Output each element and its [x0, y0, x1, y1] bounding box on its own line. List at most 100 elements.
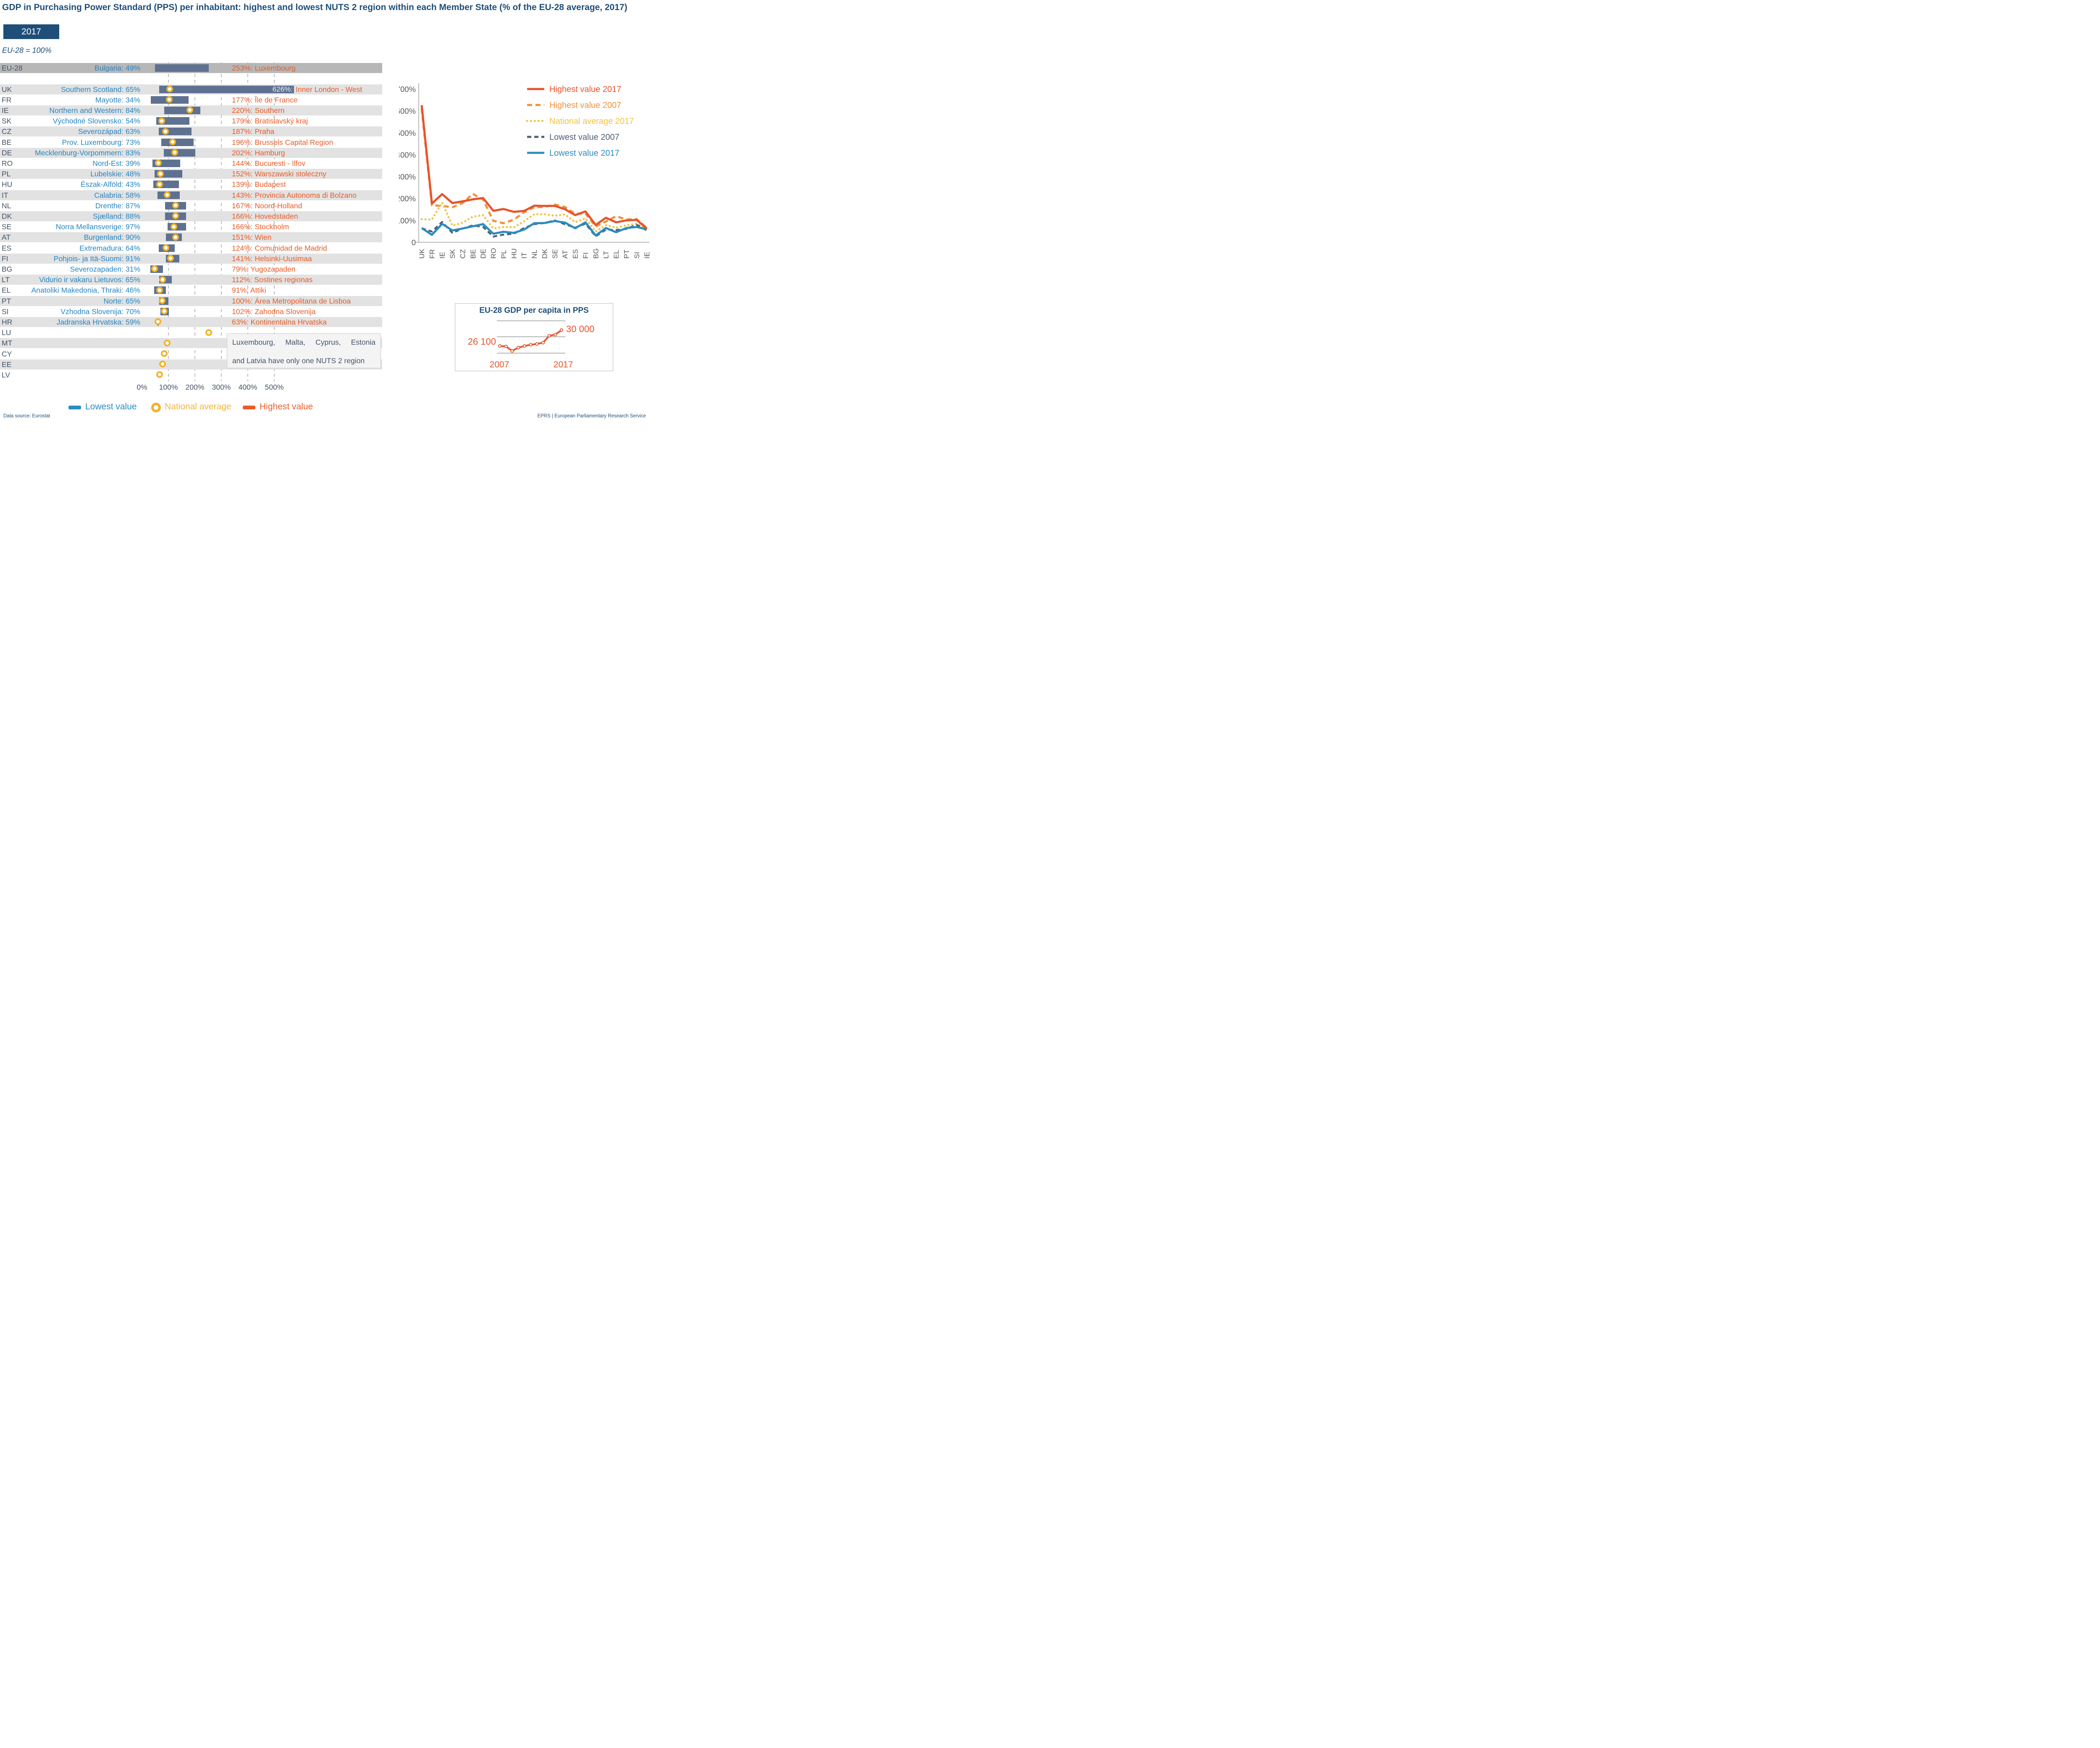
mini-marker-2016: [554, 333, 557, 336]
row-lowest-label: Norte: 65%: [103, 296, 140, 305]
legend-average-donut: [151, 403, 161, 412]
row-highest-label: 100%: Área Metropolitana de Lisboa: [232, 296, 351, 305]
row-lowest-label: Burgenland: 90%: [84, 233, 140, 242]
x-tick-label-PT-20: PT: [622, 249, 630, 259]
eu28-baseline-note: EU-28 = 100%: [2, 46, 52, 55]
line-legend-label-3: Lowest value 2007: [549, 133, 620, 142]
series-highest-value-2017: [420, 105, 648, 230]
row-highest-label: 141%: Helsinki-Uusimaa: [232, 254, 312, 263]
legend-highest-label: Highest value: [260, 402, 313, 411]
row-code-PL: PL: [2, 170, 11, 178]
row-lowest-label: Extremadura: 64%: [79, 244, 140, 252]
row-highest-label: 79%: Yugozapaden: [232, 265, 296, 273]
row-code-MT: MT: [2, 339, 13, 348]
bar-axis-tick-label: 300%: [212, 383, 231, 391]
mini-start-value: 26 100: [468, 336, 496, 347]
row-code-CZ: CZ: [2, 127, 12, 136]
row-lowest-label: Bulgaria: 49%: [94, 64, 140, 72]
row-code-PT: PT: [2, 296, 11, 305]
x-tick-label-IT-10: IT: [520, 252, 528, 259]
row-code-HU: HU: [2, 180, 13, 189]
row-range-bar-BE: [161, 138, 194, 146]
row-lowest-label: Východné Slovensko: 54%: [52, 117, 140, 126]
row-lowest-label: Anatoliki Makedonia, Thraki: 46%: [31, 286, 140, 295]
row-code-LV: LV: [2, 370, 10, 379]
x-tick-label-CZ-4: CZ: [459, 249, 467, 259]
row-highest-label: Inner London - West: [296, 85, 362, 94]
mini-marker-2010: [517, 346, 520, 349]
row-band-IT: [0, 190, 382, 200]
x-tick-label-DE-6: DE: [479, 249, 487, 259]
row-lowest-label: Vzhodna Slovenija: 70%: [60, 307, 140, 316]
row-code-NL: NL: [2, 201, 11, 210]
row-lowest-label: Mecklenburg-Vorpommern: 83%: [35, 148, 140, 157]
row-code-EL: EL: [2, 286, 11, 295]
row-band-PL: [0, 169, 382, 179]
row-lowest-label: Sjælland: 88%: [93, 212, 140, 220]
x-tick-label-DK-12: DK: [541, 249, 549, 259]
x-tick-label-BE-5: BE: [469, 249, 477, 259]
mini-marker-2009: [510, 349, 514, 353]
national-average-dot-NL: [172, 202, 179, 209]
row-lowest-label: Prov. Luxembourg: 73%: [62, 138, 140, 147]
national-average-dot-BG: [151, 265, 158, 273]
row-lowest-label: Mayotte: 34%: [95, 95, 140, 104]
row-code-BE: BE: [2, 138, 12, 147]
y-tick-label: 100%: [399, 216, 416, 225]
note-line2: and Latvia have only one NUTS 2 region: [232, 356, 365, 365]
row-highest-label: 112%: Sostines regionas: [232, 275, 313, 284]
national-average-dot-RO: [155, 160, 162, 167]
mini-marker-2017: [559, 328, 564, 332]
row-code-FI: FI: [2, 254, 8, 263]
y-tick-label: 200%: [399, 194, 416, 203]
bar-axis-tick-label: 200%: [185, 383, 205, 391]
row-highest-label: 166%: Hovedstaden: [232, 212, 298, 220]
mini-start-year: 2007: [490, 360, 509, 370]
row-highest-label: 143%: Provincia Autonoma di Bolzano: [232, 191, 357, 199]
mini-marker-2014: [541, 341, 545, 345]
mini-marker-2011: [522, 344, 526, 348]
row-highest-label: 187%: Praha: [232, 127, 275, 136]
y-tick-label: 500%: [399, 128, 416, 137]
row-code-FR: FR: [2, 95, 12, 104]
national-average-dot-PL: [157, 170, 164, 177]
bar-chart-gridline: [194, 62, 195, 381]
national-average-dot-HU: [156, 181, 163, 188]
y-tick-label: 0: [412, 238, 416, 247]
row-code-SE: SE: [2, 223, 12, 231]
row-band-DK: [0, 211, 382, 221]
row-code-SI: SI: [2, 307, 9, 316]
row-range-bar-EU-28: [155, 64, 209, 72]
x-tick-label-IE-22: IE: [643, 252, 649, 259]
row-highest-label: 151%: Wien: [232, 233, 272, 242]
row-code-BG: BG: [2, 265, 13, 273]
national-average-dot-FR: [166, 96, 173, 103]
x-tick-label-LT-18: LT: [602, 251, 610, 259]
x-tick-label-RO-7: RO: [490, 248, 498, 259]
bar-chart-gridline: [274, 62, 275, 381]
row-lowest-label: Southern Scotland: 65%: [61, 85, 140, 94]
line-legend-label-2: National average 2017: [549, 117, 634, 126]
row-highest-label: 63%: Kontinentalna Hrvatska: [232, 317, 327, 326]
bar-chart-gridline: [221, 62, 222, 381]
row-lowest-label: Drenthe: 87%: [95, 201, 140, 210]
row-highest-label: 91%: Attiki: [232, 286, 266, 295]
bar-axis-tick-label: 100%: [159, 383, 178, 391]
mini-marker-2015: [547, 334, 551, 338]
x-tick-label-EL-19: EL: [612, 250, 620, 259]
x-tick-label-IE-2: IE: [438, 252, 446, 259]
row-highest-label: 167%: Noord-Holland: [232, 201, 302, 210]
national-average-dot-SK: [158, 117, 165, 124]
note-line1: Luxembourg, Malta, Cyprus, Estonia: [232, 338, 375, 346]
row-code-CY: CY: [2, 349, 12, 358]
x-tick-label-AT-14: AT: [561, 250, 569, 259]
national-average-dot-LT: [159, 276, 166, 283]
x-tick-label-FR-1: FR: [428, 249, 436, 259]
row-code-UK: UK: [2, 85, 12, 94]
year-badge: 2017: [3, 24, 59, 39]
row-lowest-label: Severozápad: 63%: [78, 127, 140, 136]
row-band-PT: [0, 296, 382, 306]
row-highest-label: 139%: Budapest: [232, 180, 286, 189]
national-average-dot-DE: [171, 149, 178, 156]
national-average-dot-SE: [170, 223, 177, 230]
